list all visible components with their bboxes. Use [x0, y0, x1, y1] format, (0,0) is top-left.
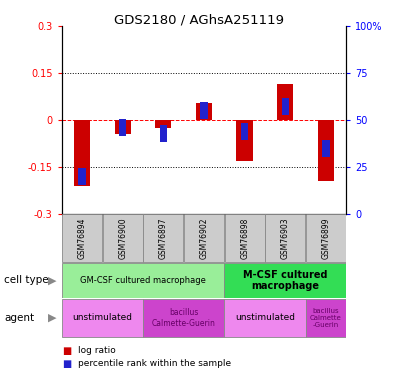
Text: percentile rank within the sample: percentile rank within the sample	[78, 359, 231, 368]
Bar	[200, 102, 208, 119]
Bar	[282, 99, 289, 116]
Bar	[318, 120, 334, 181]
Text: GSM76894: GSM76894	[78, 217, 86, 259]
Bar	[224, 214, 265, 262]
Bar	[78, 168, 86, 185]
Bar	[62, 263, 224, 298]
Bar	[322, 140, 330, 157]
Text: ■: ■	[62, 346, 71, 355]
Text: unstimulated: unstimulated	[72, 314, 133, 322]
Text: GSM76903: GSM76903	[281, 217, 290, 259]
Bar	[62, 298, 143, 337]
Bar	[155, 120, 172, 128]
Text: GSM76902: GSM76902	[199, 217, 209, 259]
Text: log ratio: log ratio	[78, 346, 115, 355]
Text: GSM76898: GSM76898	[240, 217, 249, 259]
Text: unstimulated: unstimulated	[235, 314, 295, 322]
Bar	[224, 298, 306, 337]
Bar	[224, 263, 346, 298]
Bar	[184, 214, 224, 262]
Bar	[103, 214, 143, 262]
Bar	[306, 298, 346, 337]
Text: M-CSF cultured
macrophage: M-CSF cultured macrophage	[243, 270, 328, 291]
Bar	[160, 124, 167, 142]
Text: bacillus
Calmette
-Guerin: bacillus Calmette -Guerin	[310, 308, 342, 328]
Bar	[115, 120, 131, 134]
Bar	[306, 214, 346, 262]
Text: ■: ■	[62, 359, 71, 369]
Bar	[241, 123, 248, 140]
Text: agent: agent	[4, 313, 34, 323]
Text: cell type: cell type	[4, 275, 49, 285]
Text: GDS2180 / AGhsA251119: GDS2180 / AGhsA251119	[114, 13, 284, 26]
Text: GSM76897: GSM76897	[159, 217, 168, 259]
Text: ▶: ▶	[47, 313, 56, 323]
Bar	[143, 214, 183, 262]
Text: bacillus
Calmette-Guerin: bacillus Calmette-Guerin	[152, 308, 216, 327]
Text: GM-CSF cultured macrophage: GM-CSF cultured macrophage	[80, 276, 206, 285]
Bar	[119, 119, 126, 136]
Text: GSM76899: GSM76899	[322, 217, 330, 259]
Bar	[62, 214, 102, 262]
Bar	[143, 298, 224, 337]
Bar	[196, 103, 212, 120]
Text: GSM76900: GSM76900	[118, 217, 127, 259]
Bar	[277, 84, 293, 120]
Bar	[236, 120, 253, 160]
Bar	[265, 214, 305, 262]
Text: ▶: ▶	[47, 275, 56, 285]
Bar	[74, 120, 90, 186]
